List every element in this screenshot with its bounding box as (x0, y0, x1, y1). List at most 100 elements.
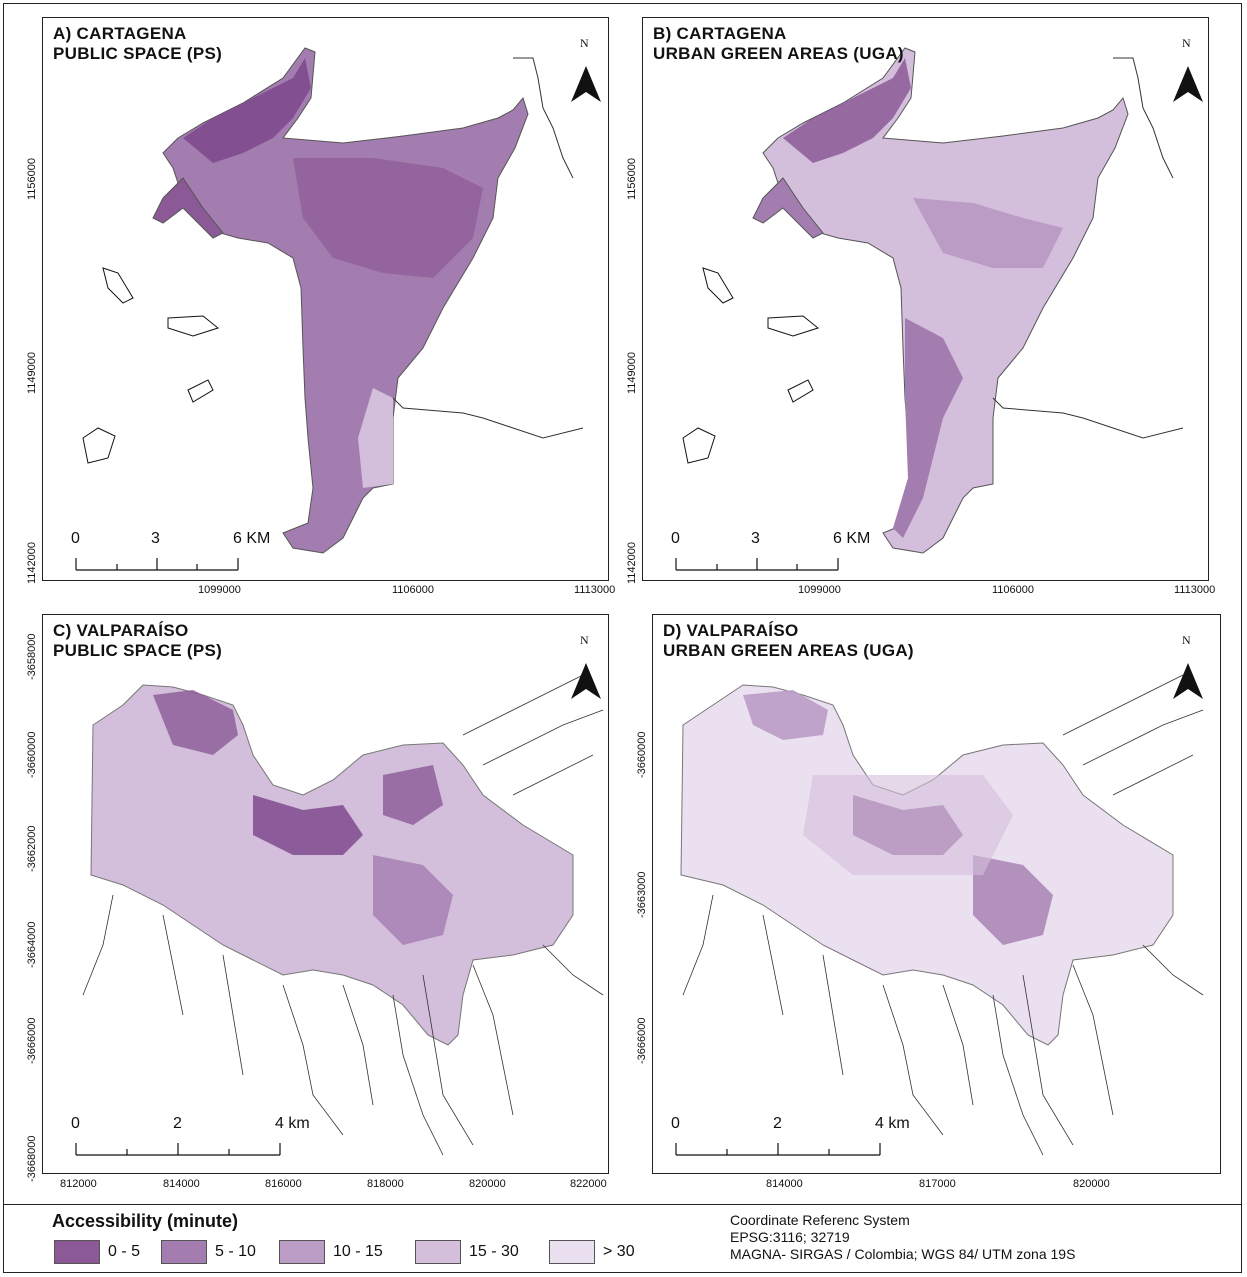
y-tick: -3662000 (26, 825, 38, 873)
north-label: N (1182, 633, 1191, 647)
y-tick: -3658000 (26, 633, 38, 681)
x-tick: 822000 (570, 1178, 607, 1190)
legend-swatch (415, 1240, 461, 1264)
low-access-zone (803, 775, 1013, 875)
x-tick: 820000 (469, 1178, 506, 1190)
legend-item: 15 - 30 (415, 1239, 519, 1265)
x-tick: 818000 (367, 1178, 404, 1190)
island-3 (787, 379, 814, 403)
north-arrow-icon (571, 66, 601, 102)
scale-label: 3 (751, 530, 760, 547)
y-tick: 1142000 (626, 541, 638, 584)
road-network (82, 674, 604, 1156)
legend-swatch (161, 1240, 207, 1264)
x-tick: 814000 (766, 1178, 803, 1190)
north-arrow-icon (1173, 66, 1203, 102)
crs-note: Coordinate Referenc System EPSG:3116; 32… (730, 1212, 1076, 1262)
island-1 (702, 267, 734, 304)
panel-title: B) CARTAGENA URBAN GREEN AREAS (UGA) (653, 24, 904, 63)
scale-label: 0 (671, 530, 680, 547)
panel-title: C) VALPARAÍSO PUBLIC SPACE (PS) (53, 621, 223, 660)
high-access-zone (153, 690, 238, 755)
x-tick: 1106000 (992, 584, 1035, 596)
x-tick: 1113000 (1174, 584, 1216, 596)
scale-label: 4 km (875, 1115, 910, 1132)
y-tick: 1156000 (26, 157, 38, 200)
legend-label: 5 - 10 (215, 1243, 256, 1260)
scale-label: 0 (71, 1115, 80, 1132)
y-tick: -3666000 (636, 1017, 648, 1065)
legend-item: 10 - 15 (279, 1239, 383, 1265)
x-tick: 1099000 (798, 584, 841, 596)
y-tick: 1142000 (26, 541, 38, 584)
north-arrow-icon (1173, 663, 1203, 699)
island-4 (682, 427, 716, 464)
island-2 (167, 315, 220, 337)
island-2 (767, 315, 820, 337)
y-tick: 1149000 (26, 351, 38, 394)
y-tick: 1156000 (626, 157, 638, 200)
x-tick: 817000 (919, 1178, 956, 1190)
y-tick: 1149000 (626, 351, 638, 394)
coastline (1113, 57, 1174, 179)
figure-frame (3, 3, 1242, 1273)
mid-access-zone (973, 855, 1053, 945)
y-tick: -3668000 (26, 1135, 38, 1183)
y-tick: -3660000 (26, 731, 38, 779)
peninsula (152, 177, 224, 239)
north-label: N (1182, 36, 1191, 50)
scale-label: 0 (671, 1115, 680, 1132)
peninsula (752, 177, 824, 239)
high-access-zone (183, 58, 311, 163)
legend-label: 15 - 30 (469, 1243, 519, 1260)
scale-label: 6 KM (233, 530, 271, 547)
x-tick: 1113000 (574, 584, 616, 596)
road-network (682, 674, 1204, 1156)
mid-access-zone (893, 318, 963, 538)
mid-access-zone (913, 198, 1063, 268)
mid-access-zone (743, 690, 828, 740)
mid-access-zone (373, 855, 453, 945)
low-access-zone (358, 388, 393, 488)
map-panel-c: C) VALPARAÍSO PUBLIC SPACE (PS) N 0 2 4 k… (42, 614, 609, 1174)
map-panel-a: A) CARTAGENA PUBLIC SPACE (PS) N 0 3 6 KM (42, 17, 609, 581)
island-3 (187, 379, 214, 403)
legend-label: 0 - 5 (108, 1243, 141, 1260)
legend: Accessibility (minute) 0 - 5 5 - 10 10 -… (4, 1204, 1241, 1271)
legend-title: Accessibility (minute) (52, 1211, 239, 1231)
scale-label: 2 (773, 1115, 782, 1132)
legend-swatch (549, 1240, 595, 1264)
cartagena-uga-map (675, 47, 1203, 571)
north-arrow-icon (571, 663, 601, 699)
valparaiso-ps-map (75, 663, 604, 1156)
legend-item: 0 - 5 (54, 1239, 140, 1265)
y-tick: -3663000 (636, 871, 648, 919)
map-panel-b: B) CARTAGENA URBAN GREEN AREAS (UGA) N 0 … (642, 17, 1209, 581)
mid-access-zone (293, 158, 483, 278)
legend-swatch (279, 1240, 325, 1264)
legend-swatch (54, 1240, 100, 1264)
x-tick: 814000 (163, 1178, 200, 1190)
island-4 (82, 427, 116, 464)
legend-label: 10 - 15 (333, 1243, 383, 1260)
y-tick: -3664000 (26, 921, 38, 969)
road (992, 397, 1184, 439)
legend-item: 5 - 10 (161, 1239, 256, 1265)
high-access-zone (253, 795, 363, 855)
coastline (513, 57, 574, 179)
x-tick: 1106000 (392, 584, 435, 596)
high-access-zone (383, 765, 443, 825)
x-tick: 812000 (60, 1178, 97, 1190)
north-label: N (580, 633, 589, 647)
scale-label: 2 (173, 1115, 182, 1132)
cartagena-ps-map (75, 47, 601, 571)
valparaiso-uga-map (675, 663, 1204, 1156)
city-area (90, 684, 574, 1046)
scale-label: 3 (151, 530, 160, 547)
x-tick: 820000 (1073, 1178, 1110, 1190)
scale-label: 4 km (275, 1115, 310, 1132)
legend-label: > 30 (603, 1243, 635, 1260)
island-1 (102, 267, 134, 304)
map-panel-d: D) VALPARAÍSO URBAN GREEN AREAS (UGA) N 0… (652, 614, 1221, 1174)
x-tick: 816000 (265, 1178, 302, 1190)
